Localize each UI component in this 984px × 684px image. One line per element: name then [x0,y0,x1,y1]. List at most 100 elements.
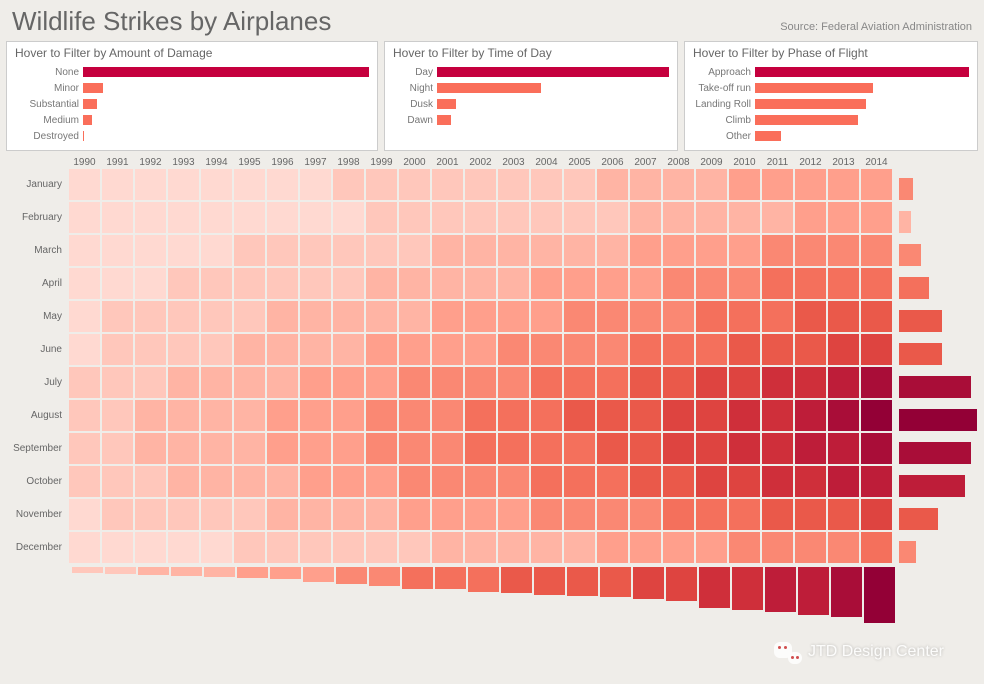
heat-cell[interactable] [167,432,200,465]
heat-cell[interactable] [365,168,398,201]
heat-cell[interactable] [332,465,365,498]
heat-cell[interactable] [596,300,629,333]
heat-cell[interactable] [398,234,431,267]
heat-cell[interactable] [464,366,497,399]
heat-cell[interactable] [134,300,167,333]
heat-cell[interactable] [332,234,365,267]
heat-cell[interactable] [728,300,761,333]
heat-cell[interactable] [497,432,530,465]
filter-phase[interactable]: Hover to Filter by Phase of Flight Appro… [684,41,978,151]
heat-cell[interactable] [431,366,464,399]
heat-cell[interactable] [332,399,365,432]
heat-cell[interactable] [464,465,497,498]
heat-cell[interactable] [68,234,101,267]
heat-cell[interactable] [200,465,233,498]
heat-cell[interactable] [530,267,563,300]
heat-cell[interactable] [464,432,497,465]
heat-cell[interactable] [596,168,629,201]
heat-cell[interactable] [365,531,398,564]
heat-cell[interactable] [860,201,893,234]
heat-cell[interactable] [233,531,266,564]
heat-cell[interactable] [794,234,827,267]
heat-cell[interactable] [596,432,629,465]
heat-cell[interactable] [233,201,266,234]
heat-cell[interactable] [200,498,233,531]
heat-cell[interactable] [68,366,101,399]
heat-cell[interactable] [167,366,200,399]
heat-cell[interactable] [134,366,167,399]
heat-cell[interactable] [167,300,200,333]
heat-cell[interactable] [365,333,398,366]
heat-cell[interactable] [728,531,761,564]
heat-cell[interactable] [629,168,662,201]
heat-cell[interactable] [233,465,266,498]
heat-cell[interactable] [563,465,596,498]
heat-cell[interactable] [761,498,794,531]
month-total-bar[interactable] [899,442,971,464]
heat-cell[interactable] [662,432,695,465]
heat-cell[interactable] [761,432,794,465]
heat-cell[interactable] [761,300,794,333]
heat-cell[interactable] [827,333,860,366]
heat-cell[interactable] [695,531,728,564]
filter-bar-row[interactable]: Climb [693,112,969,128]
heat-cell[interactable] [860,465,893,498]
heat-cell[interactable] [794,300,827,333]
heat-cell[interactable] [332,333,365,366]
heat-cell[interactable] [827,168,860,201]
heat-cell[interactable] [266,531,299,564]
heat-cell[interactable] [68,399,101,432]
heat-cell[interactable] [695,300,728,333]
heat-cell[interactable] [563,234,596,267]
heat-cell[interactable] [200,366,233,399]
heat-cell[interactable] [761,333,794,366]
heat-cell[interactable] [530,432,563,465]
filter-damage[interactable]: Hover to Filter by Amount of Damage None… [6,41,378,151]
filter-time[interactable]: Hover to Filter by Time of Day DayNightD… [384,41,678,151]
month-total-bar[interactable] [899,244,921,266]
heat-cell[interactable] [728,267,761,300]
heat-cell[interactable] [464,300,497,333]
heat-cell[interactable] [431,168,464,201]
heat-cell[interactable] [299,267,332,300]
filter-bar[interactable] [83,67,369,77]
month-totals-bars[interactable] [895,157,977,623]
filter-bar-row[interactable]: Take-off run [693,80,969,96]
heat-cell[interactable] [398,366,431,399]
filter-bar-row[interactable]: Medium [15,112,369,128]
heat-cell[interactable] [398,432,431,465]
year-total-bar[interactable] [435,567,466,589]
year-total-bar[interactable] [798,567,829,615]
heat-cell[interactable] [497,465,530,498]
heat-cell[interactable] [728,333,761,366]
heat-cell[interactable] [431,531,464,564]
heat-cell[interactable] [299,531,332,564]
heat-cell[interactable] [695,432,728,465]
heat-cell[interactable] [101,498,134,531]
heat-cell[interactable] [695,333,728,366]
heat-cell[interactable] [167,168,200,201]
heat-cell[interactable] [332,531,365,564]
heat-cell[interactable] [794,531,827,564]
heat-cell[interactable] [332,498,365,531]
heat-cell[interactable] [134,201,167,234]
heat-cell[interactable] [629,498,662,531]
heat-cell[interactable] [464,201,497,234]
year-total-bar[interactable] [633,567,664,599]
heat-cell[interactable] [299,333,332,366]
filter-bar-row[interactable]: Substantial [15,96,369,112]
heat-cell[interactable] [101,234,134,267]
heat-cell[interactable] [431,333,464,366]
heat-cell[interactable] [827,465,860,498]
heat-cell[interactable] [233,498,266,531]
heat-cell[interactable] [68,432,101,465]
heat-cell[interactable] [398,300,431,333]
heat-cell[interactable] [398,333,431,366]
filter-bar-row[interactable]: Dawn [393,112,669,128]
month-total-bar[interactable] [899,376,971,398]
month-total-bar[interactable] [899,178,913,200]
heat-cell[interactable] [365,300,398,333]
heat-cell[interactable] [530,498,563,531]
filter-bar[interactable] [83,99,97,109]
year-total-bar[interactable] [468,567,499,592]
